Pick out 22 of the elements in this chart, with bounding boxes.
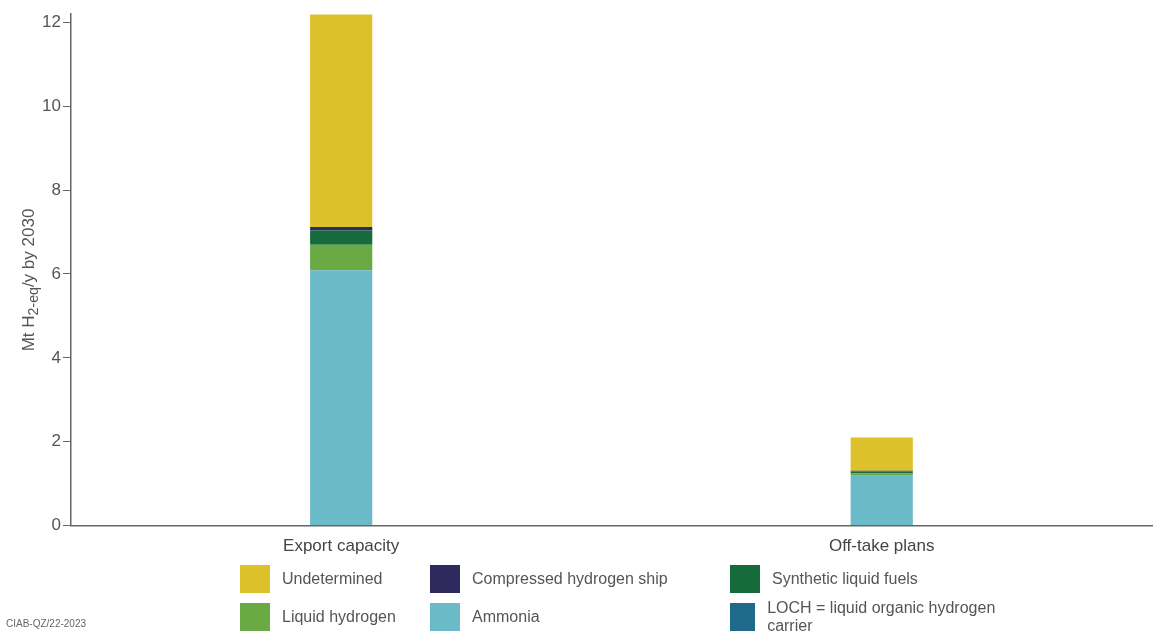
y-tick-label: 12 [41,12,61,32]
y-tick-label: 10 [41,95,61,115]
x-tick-label: Off-take plans [828,536,935,556]
bar [310,14,373,228]
bar [310,230,373,245]
legend-label: Undetermined [282,570,383,588]
text: CIAB-QZ/22-2023 [6,618,87,629]
y-tick-label: 4 [51,347,61,367]
bar [310,270,373,526]
legend-label: Synthetic liquid fuels [772,570,918,588]
bar [850,475,913,526]
y-tick-label: 2 [51,431,61,451]
bar [850,437,913,471]
bar [310,244,373,271]
y-tick-label: 6 [51,263,61,283]
legend-label: LOCH = liquid organic hydrogen carrier [767,599,997,633]
legend-label: Ammonia [472,608,540,626]
legend-label: Compressed hydrogen ship [472,570,668,588]
y-tick-label: 8 [51,179,61,199]
x-tick-label: Export capacity [283,536,400,556]
y-tick-label: 0 [51,515,61,535]
legend-label: Liquid hydrogen [282,608,396,626]
